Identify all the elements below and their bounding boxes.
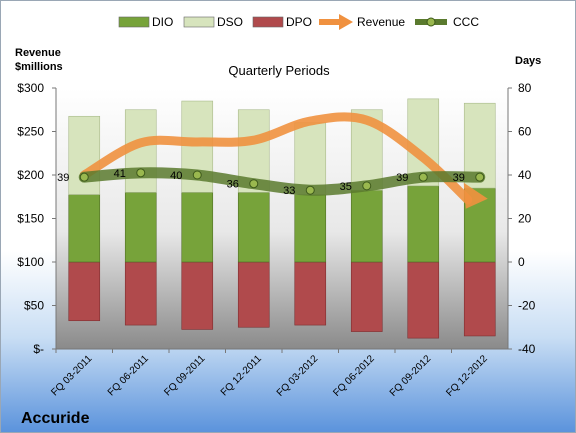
ccc-line [78, 167, 486, 196]
x-tick-label: FQ 09-2011 [162, 353, 207, 398]
legend-label: DSO [217, 15, 243, 29]
left-tick-label: $150 [17, 212, 44, 226]
dio-bar [124, 192, 157, 263]
ccc-data-label: 39 [396, 172, 408, 184]
legend-marker [426, 17, 436, 27]
ccc-point [249, 179, 259, 189]
right-tick-label: 60 [518, 125, 532, 139]
right-tick-label: -40 [518, 342, 536, 356]
x-tick-label: FQ 12-2012 [444, 353, 490, 399]
x-tick-label: FQ 03-2011 [49, 353, 94, 398]
x-tick-label: FQ 06-2012 [331, 353, 377, 399]
legend-label: CCC [453, 15, 479, 29]
ccc-point [475, 172, 485, 182]
dio-bar [294, 194, 327, 263]
dpo-bar [463, 261, 496, 337]
left-tick-label: $250 [17, 125, 44, 139]
right-tick-label: 20 [518, 212, 532, 226]
dio-bar [181, 192, 214, 263]
left-axis-label-line1: Revenue [15, 47, 61, 59]
legend-item-ccc: CCC [415, 15, 479, 29]
ccc-point [362, 181, 372, 191]
right-tick-label: 80 [518, 81, 532, 95]
left-tick-label: $- [33, 342, 44, 356]
ccc-point [79, 172, 89, 182]
left-tick-label: $100 [17, 255, 44, 269]
dio-bar [237, 192, 270, 263]
ccc-data-label: 41 [114, 168, 126, 180]
legend-swatch [252, 16, 284, 28]
left-tick-label: $200 [17, 168, 44, 182]
right-tick-label: -20 [518, 299, 536, 313]
dpo-bar [181, 261, 214, 330]
left-axis-label-line2: $millions [15, 61, 63, 73]
chart-title: Quarterly Periods [228, 63, 330, 78]
left-tick-label: $50 [24, 299, 44, 313]
right-tick-label: 0 [518, 255, 525, 269]
x-tick-label: FQ 09-2012 [388, 353, 434, 399]
right-axis-label: Days [515, 55, 541, 67]
legend-arrowhead [339, 14, 353, 30]
ccc-data-label: 39 [57, 172, 69, 184]
legend-label: Revenue [357, 15, 405, 29]
dso-bar [68, 115, 101, 195]
dio-bar [68, 194, 101, 263]
legend-item-dio: DIO [118, 15, 173, 29]
legend-label: DIO [152, 15, 173, 29]
x-tick-label: FQ 03-2012 [275, 353, 321, 399]
x-tick-label: FQ 06-2011 [106, 353, 151, 398]
ccc-point [136, 168, 146, 178]
dio-bar [407, 185, 440, 263]
legend-item-dso: DSO [183, 15, 243, 29]
dpo-bar [237, 261, 270, 328]
company-name: Accuride [21, 410, 90, 427]
ccc-data-label: 39 [453, 172, 465, 184]
dpo-bar [294, 261, 327, 326]
ccc-data-label: 40 [170, 170, 182, 182]
left-tick-label: $300 [17, 81, 44, 95]
ccc-point [418, 172, 428, 182]
dpo-bar [407, 261, 440, 339]
ccc-point [305, 185, 315, 195]
ccc-data-label: 33 [283, 185, 295, 197]
dpo-bar [350, 261, 383, 332]
dio-bar [350, 189, 383, 263]
legend-item-revenue: Revenue [319, 14, 405, 30]
dpo-bar [68, 261, 101, 322]
revenue-arrowhead [463, 182, 488, 209]
legend-label: DPO [286, 15, 312, 29]
right-tick-label: 40 [518, 168, 532, 182]
ccc-data-label: 36 [227, 179, 239, 191]
legend-swatch [118, 16, 150, 28]
ccc-data-label: 35 [340, 181, 352, 193]
dpo-bar [124, 261, 157, 326]
ccc-point [192, 170, 202, 180]
legend-swatch [183, 16, 215, 28]
x-tick-label: FQ 12-2011 [219, 353, 264, 398]
revenue-line [79, 112, 473, 205]
legend-item-dpo: DPO [252, 15, 312, 29]
dso-bar [294, 122, 327, 195]
